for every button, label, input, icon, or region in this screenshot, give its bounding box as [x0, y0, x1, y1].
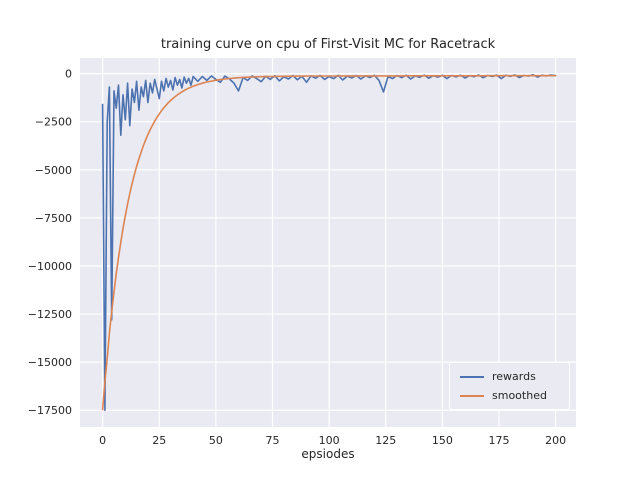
y-tick-label: −7500 [35, 212, 72, 225]
y-tick-label: −17500 [28, 404, 72, 417]
y-tick-label: −12500 [28, 308, 72, 321]
y-tick-label: −5000 [35, 164, 72, 177]
legend: rewards smoothed [449, 362, 570, 410]
smoothed-line-swatch [460, 394, 484, 397]
legend-label-smoothed: smoothed [492, 389, 547, 402]
y-tick-label: 0 [65, 68, 72, 81]
x-axis-label: epsiodes [301, 447, 355, 461]
legend-item-rewards: rewards [460, 371, 559, 382]
x-tick-label: 175 [488, 434, 509, 447]
x-tick-label: 0 [99, 434, 106, 447]
x-tick-label: 200 [545, 434, 566, 447]
y-tick-label: −15000 [28, 356, 72, 369]
x-tick-label: 150 [432, 434, 453, 447]
rewards-line-swatch [460, 375, 484, 378]
chart-title: training curve on cpu of First-Visit MC … [160, 37, 496, 52]
x-tick-label: 75 [266, 434, 280, 447]
x-tick-label: 25 [152, 434, 166, 447]
legend-label-rewards: rewards [492, 370, 536, 383]
y-tick-label: −2500 [35, 116, 72, 129]
smoothed-line [101, 74, 557, 411]
x-tick-label: 100 [319, 434, 340, 447]
legend-item-smoothed: smoothed [460, 390, 559, 401]
x-tick-label: 50 [209, 434, 223, 447]
y-tick-label: −10000 [28, 260, 72, 273]
x-tick-label: 125 [375, 434, 396, 447]
